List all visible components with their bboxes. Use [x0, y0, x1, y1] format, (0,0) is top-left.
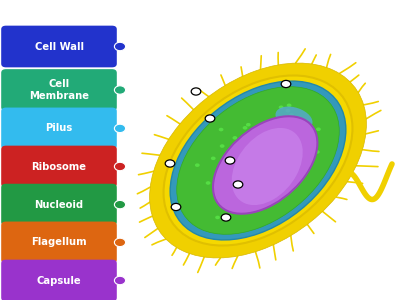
Circle shape	[302, 160, 307, 164]
Circle shape	[221, 214, 231, 221]
Circle shape	[281, 80, 291, 88]
Ellipse shape	[150, 63, 366, 258]
Circle shape	[195, 164, 200, 167]
Circle shape	[286, 109, 290, 112]
Circle shape	[114, 42, 126, 51]
FancyBboxPatch shape	[1, 184, 117, 226]
Circle shape	[293, 175, 298, 179]
Circle shape	[315, 150, 320, 154]
Ellipse shape	[276, 106, 312, 130]
FancyBboxPatch shape	[1, 146, 117, 187]
Circle shape	[248, 152, 253, 155]
Text: Flagellum: Flagellum	[31, 237, 87, 248]
Circle shape	[165, 160, 175, 167]
Circle shape	[191, 88, 201, 95]
Circle shape	[279, 106, 284, 109]
Circle shape	[171, 203, 181, 211]
Circle shape	[271, 128, 276, 132]
Circle shape	[258, 169, 262, 172]
Text: Cell Wall: Cell Wall	[34, 41, 84, 52]
Circle shape	[243, 126, 248, 130]
Circle shape	[114, 276, 126, 285]
Text: Capsule: Capsule	[37, 275, 81, 286]
Circle shape	[225, 157, 235, 164]
Circle shape	[114, 200, 126, 209]
Circle shape	[289, 113, 294, 117]
Text: Ribosome: Ribosome	[32, 161, 86, 172]
Circle shape	[220, 144, 224, 148]
Circle shape	[205, 115, 215, 122]
FancyBboxPatch shape	[1, 26, 117, 68]
FancyBboxPatch shape	[1, 221, 117, 263]
FancyBboxPatch shape	[1, 108, 117, 149]
Circle shape	[220, 188, 224, 191]
Circle shape	[232, 136, 237, 140]
Circle shape	[211, 157, 216, 160]
Circle shape	[215, 216, 220, 219]
Circle shape	[293, 147, 298, 151]
Text: Pilus: Pilus	[45, 123, 73, 134]
Circle shape	[206, 181, 210, 185]
Circle shape	[114, 86, 126, 94]
Circle shape	[246, 123, 251, 127]
FancyBboxPatch shape	[1, 69, 117, 111]
Ellipse shape	[213, 116, 317, 214]
Ellipse shape	[232, 128, 303, 205]
Circle shape	[252, 148, 256, 151]
Circle shape	[287, 103, 292, 107]
Circle shape	[316, 128, 321, 131]
Circle shape	[219, 128, 224, 131]
Circle shape	[233, 181, 243, 188]
Ellipse shape	[170, 81, 346, 240]
Circle shape	[280, 148, 285, 152]
Circle shape	[114, 124, 126, 133]
Circle shape	[114, 162, 126, 171]
Ellipse shape	[177, 87, 339, 234]
Circle shape	[238, 184, 243, 188]
Circle shape	[269, 173, 274, 177]
Text: Nucleoid: Nucleoid	[34, 200, 84, 210]
Ellipse shape	[164, 76, 352, 245]
FancyBboxPatch shape	[1, 260, 117, 300]
Circle shape	[249, 168, 254, 171]
Circle shape	[114, 238, 126, 247]
Circle shape	[244, 164, 248, 167]
Text: Cell
Membrane: Cell Membrane	[29, 80, 89, 100]
